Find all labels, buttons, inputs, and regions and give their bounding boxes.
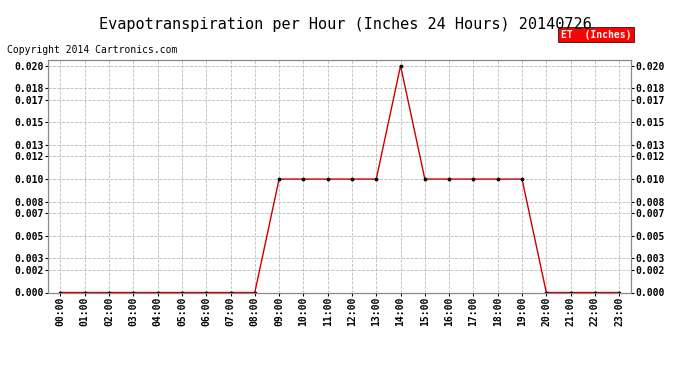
Text: Evapotranspiration per Hour (Inches 24 Hours) 20140726: Evapotranspiration per Hour (Inches 24 H…: [99, 17, 591, 32]
Text: ET  (Inches): ET (Inches): [561, 30, 631, 40]
Text: Copyright 2014 Cartronics.com: Copyright 2014 Cartronics.com: [7, 45, 177, 55]
